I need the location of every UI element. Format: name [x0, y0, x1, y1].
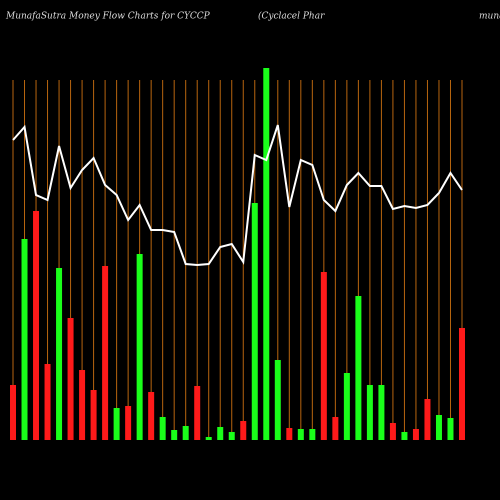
bar: [194, 386, 201, 440]
bar: [228, 432, 235, 440]
bar: [389, 423, 396, 440]
bar: [21, 239, 28, 440]
bar: [56, 268, 63, 440]
bar: [44, 364, 51, 440]
bar: [297, 429, 304, 440]
bar: [136, 254, 143, 440]
bar: [412, 429, 419, 440]
bar: [240, 421, 247, 440]
bar: [171, 430, 178, 440]
bar: [459, 328, 465, 440]
bar: [10, 385, 16, 440]
bar: [79, 370, 86, 440]
bar: [217, 427, 224, 440]
bar: [309, 429, 316, 440]
price-line: [12, 124, 463, 267]
bar: [366, 385, 373, 440]
bar: [148, 392, 155, 440]
bar: [378, 385, 385, 440]
bar: [263, 68, 270, 440]
bar: [251, 203, 258, 440]
chart-subtitle: (Cyclacel Phar: [258, 11, 325, 22]
bar: [67, 318, 74, 440]
bar: [205, 437, 212, 440]
bar: [90, 390, 97, 440]
source: muna: [479, 12, 500, 22]
bar: [33, 211, 40, 440]
bar: [447, 418, 454, 440]
bar: [102, 266, 109, 440]
bar: [401, 432, 408, 440]
bar: [286, 428, 293, 440]
bar: [355, 296, 362, 440]
bar: [125, 406, 132, 440]
chart-title: MunafaSutra Money Flow Charts for CYCCP: [5, 12, 211, 22]
bar: [274, 360, 281, 440]
bar: [332, 417, 339, 440]
bar: [320, 272, 327, 440]
bar: [113, 408, 120, 440]
bar: [435, 415, 442, 440]
bar: [343, 373, 350, 440]
bar: [424, 399, 431, 440]
bar: [182, 426, 189, 440]
bar: [159, 417, 166, 440]
